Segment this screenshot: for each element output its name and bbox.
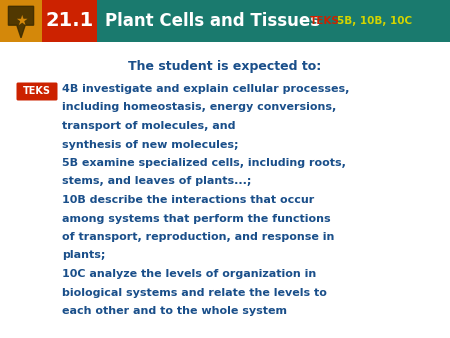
Text: of transport, reproduction, and response in: of transport, reproduction, and response…	[62, 232, 334, 242]
Text: plants;: plants;	[62, 250, 105, 261]
Text: stems, and leaves of plants...;: stems, and leaves of plants...;	[62, 176, 252, 187]
FancyBboxPatch shape	[17, 82, 58, 100]
Text: 4B investigate and explain cellular processes,: 4B investigate and explain cellular proc…	[62, 84, 349, 94]
Bar	[0, 0, 42, 42]
Bar	[0, 42, 450, 338]
Text: The student is expected to:: The student is expected to:	[128, 60, 322, 73]
Text: transport of molecules, and: transport of molecules, and	[62, 121, 235, 131]
Text: each other and to the whole system: each other and to the whole system	[62, 306, 287, 316]
Polygon shape	[9, 6, 34, 38]
Text: 5B, 10B, 10C: 5B, 10B, 10C	[337, 16, 412, 26]
Text: TEKS: TEKS	[310, 16, 340, 26]
Bar	[42, 0, 97, 42]
Text: 21.1: 21.1	[45, 11, 94, 30]
Text: 10B describe the interactions that occur: 10B describe the interactions that occur	[62, 195, 314, 205]
Text: TEKS: TEKS	[23, 87, 51, 97]
Bar	[0, 0, 450, 42]
Text: Plant Cells and Tissues: Plant Cells and Tissues	[105, 12, 320, 30]
Text: biological systems and relate the levels to: biological systems and relate the levels…	[62, 288, 327, 297]
Text: ★: ★	[15, 14, 27, 28]
Text: synthesis of new molecules;: synthesis of new molecules;	[62, 140, 238, 149]
Text: 10C analyze the levels of organization in: 10C analyze the levels of organization i…	[62, 269, 316, 279]
Text: among systems that perform the functions: among systems that perform the functions	[62, 214, 331, 223]
Text: 5B examine specialized cells, including roots,: 5B examine specialized cells, including …	[62, 158, 346, 168]
Text: including homeostasis, energy conversions,: including homeostasis, energy conversion…	[62, 102, 336, 113]
